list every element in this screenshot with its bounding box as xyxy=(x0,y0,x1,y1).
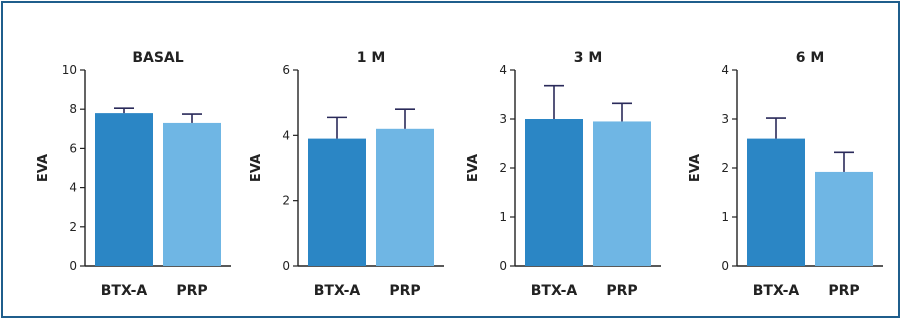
chart-0-ytick-label: 8 xyxy=(69,102,77,116)
chart-0-title: BASAL xyxy=(132,50,183,66)
chart-0-category-label: PRP xyxy=(176,283,207,299)
chart-0-category-label: BTX-A xyxy=(101,283,148,299)
chart-1-ylabel: EVA xyxy=(249,154,264,182)
chart-2-ylabel: EVA xyxy=(466,154,481,182)
chart-3-ytick-label: 4 xyxy=(721,63,729,77)
chart-3-ytick-label: 3 xyxy=(721,112,729,126)
chart-2-category-label: BTX-A xyxy=(531,283,578,299)
chart-2-ytick-label: 3 xyxy=(499,112,507,126)
chart-3-bar-btx-a xyxy=(747,138,805,266)
chart-1-bar-prp xyxy=(376,128,434,266)
chart-2-ytick-label: 2 xyxy=(499,161,507,175)
chart-3-bar-prp xyxy=(815,171,873,266)
chart-2-bar-btx-a xyxy=(525,119,583,266)
chart-2-ytick-label: 4 xyxy=(499,63,507,77)
chart-3-category-label: PRP xyxy=(828,283,859,299)
chart-1-title: 1 M xyxy=(357,50,386,66)
chart-3-ylabel: EVA xyxy=(688,154,703,182)
chart-0-ytick-label: 0 xyxy=(69,259,77,273)
chart-0-ytick-label: 4 xyxy=(69,181,77,195)
chart-1-ytick-label: 6 xyxy=(282,63,290,77)
chart-2-title: 3 M xyxy=(574,50,603,66)
chart-0-ylabel: EVA xyxy=(36,154,51,182)
chart-0-bar-btx-a xyxy=(95,113,153,267)
chart-2-ytick-label: 1 xyxy=(499,210,507,224)
chart-3-category-label: BTX-A xyxy=(753,283,800,299)
chart-3-title: 6 M xyxy=(796,50,825,66)
chart-1-category-label: PRP xyxy=(389,283,420,299)
chart-0-ytick-label: 10 xyxy=(62,63,77,77)
chart-1-bar-btx-a xyxy=(308,138,366,266)
chart-0-ytick-label: 6 xyxy=(69,141,77,155)
chart-3-ytick-label: 1 xyxy=(721,210,729,224)
chart-3-ytick-label: 2 xyxy=(721,161,729,175)
chart-1-ytick-label: 4 xyxy=(282,128,290,142)
chart-2-bar-prp xyxy=(593,121,651,266)
chart-1-category-label: BTX-A xyxy=(314,283,361,299)
chart-1-ytick-label: 0 xyxy=(282,259,290,273)
chart-2-ytick-label: 0 xyxy=(499,259,507,273)
chart-3-ytick-label: 0 xyxy=(721,259,729,273)
chart-2-category-label: PRP xyxy=(606,283,637,299)
chart-1-ytick-label: 2 xyxy=(282,194,290,208)
chart-0-ytick-label: 2 xyxy=(69,220,77,234)
chart-0-bar-prp xyxy=(163,122,221,266)
